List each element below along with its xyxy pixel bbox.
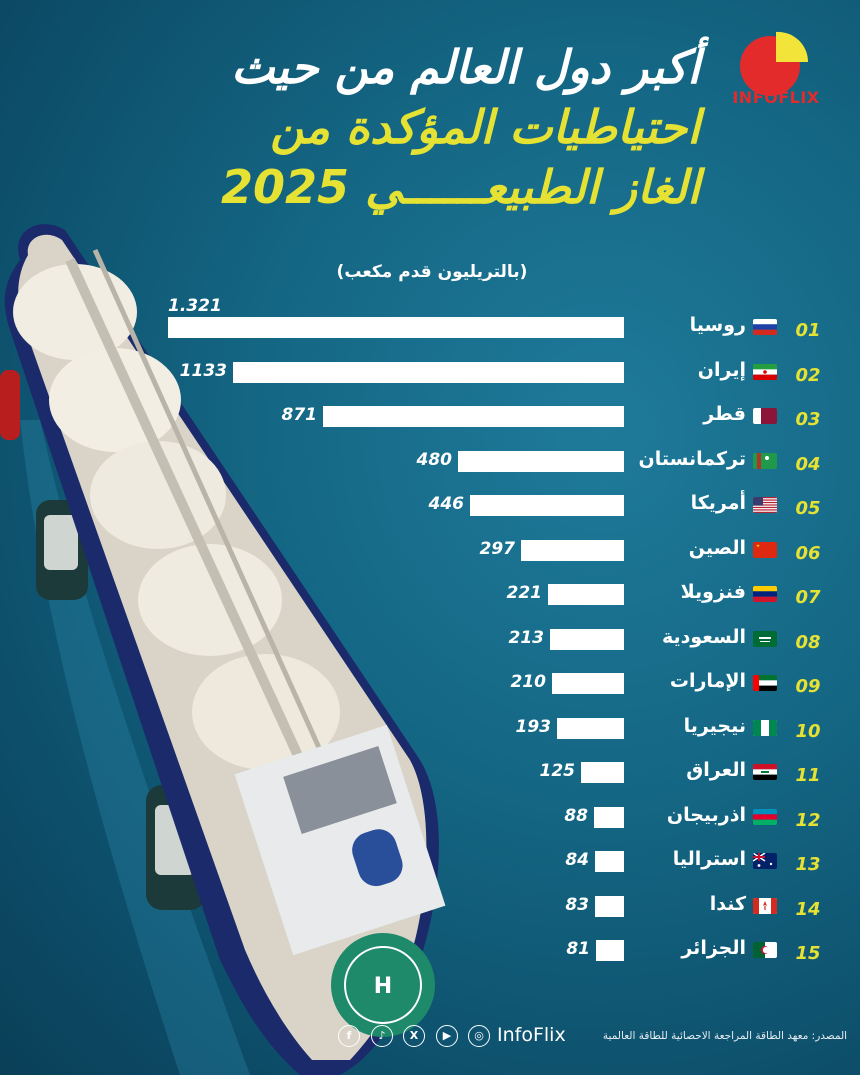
country-label: العراق <box>686 759 746 781</box>
rank-label: 06 <box>795 542 821 564</box>
bar <box>550 628 624 650</box>
bar <box>552 673 624 694</box>
value-label: 193 <box>515 716 552 737</box>
canada-flag <box>753 897 777 914</box>
country-label: استراليا <box>672 848 746 870</box>
country-label: روسيا <box>689 314 746 336</box>
rank-label: 15 <box>795 943 821 964</box>
china-flag <box>753 541 777 558</box>
title-line-1: أكبر دول العالم من حيث <box>231 40 700 94</box>
rank-label: 10 <box>795 720 821 742</box>
nigeria-flag <box>753 719 777 736</box>
value-label: 84 <box>565 850 589 870</box>
usa-flag <box>753 497 777 513</box>
country-label: نيجيريا <box>683 714 746 737</box>
uae-flag <box>753 675 777 691</box>
bar <box>458 450 624 472</box>
footer-brand: InfoFlix <box>497 1024 566 1046</box>
rank-label: 09 <box>795 676 821 697</box>
value-label: 480 <box>416 449 453 470</box>
rank-label: 05 <box>795 498 821 519</box>
facebook-icon[interactable]: f <box>338 1025 360 1047</box>
qatar-flag <box>753 408 777 424</box>
iran-flag <box>753 363 777 380</box>
country-label: أمريكا <box>690 492 746 514</box>
rank-label: 02 <box>795 364 821 386</box>
value-label: 446 <box>428 494 465 514</box>
bar <box>470 495 624 516</box>
country-label: الجزائر <box>681 937 746 959</box>
country-label: الإمارات <box>669 670 746 692</box>
country-label: قطر <box>703 403 746 425</box>
instagram-icon[interactable]: ◎ <box>468 1025 490 1047</box>
country-label: فنزويلا <box>680 581 746 603</box>
tiktok-icon[interactable]: ♪ <box>371 1025 393 1047</box>
source-note: المصدر: معهد الطاقة المراجعة الاحصائية ل… <box>602 1030 848 1042</box>
rank-label: 01 <box>795 320 821 341</box>
bar <box>595 851 624 872</box>
value-label: 221 <box>506 583 543 603</box>
country-label: كندا <box>709 892 746 915</box>
value-label: 1.321 <box>168 296 222 316</box>
bar <box>233 361 624 383</box>
rank-label: 08 <box>795 631 821 653</box>
svg-text:H: H <box>374 974 392 999</box>
bar <box>323 406 624 427</box>
country-label: الصين <box>688 536 746 559</box>
russia-flag <box>753 319 777 335</box>
rank-label: 13 <box>795 854 821 875</box>
country-label: السعودية <box>661 625 746 648</box>
bar <box>581 762 624 783</box>
rank-label: 14 <box>795 898 821 920</box>
value-label: 1133 <box>179 360 227 381</box>
infoflix-logo-icon <box>740 31 809 96</box>
value-label: 871 <box>281 405 318 425</box>
bar <box>596 940 624 961</box>
value-label: 213 <box>508 627 545 648</box>
rank-label: 07 <box>795 587 821 608</box>
australia-flag <box>753 853 777 869</box>
rank-label: 11 <box>795 765 821 786</box>
value-label: 125 <box>539 761 576 781</box>
value-label: 297 <box>479 538 516 559</box>
bar <box>594 806 624 828</box>
country-label: إيران <box>697 358 746 381</box>
bar <box>548 584 624 605</box>
x-icon[interactable]: X <box>403 1025 425 1047</box>
value-label: 210 <box>510 672 547 692</box>
title-line-3: الغاز الطبيعــــــي 2025 <box>221 160 700 214</box>
value-label: 83 <box>565 894 589 915</box>
rank-label: 12 <box>795 809 821 831</box>
youtube-icon[interactable]: ▶ <box>436 1025 458 1047</box>
bar <box>557 717 624 739</box>
iraq-flag <box>753 764 777 780</box>
azerbaijan-flag <box>753 808 777 825</box>
bar <box>168 317 624 338</box>
bar <box>595 895 624 917</box>
brand-name: INFOFLIX <box>732 88 820 107</box>
value-label: 88 <box>564 805 588 826</box>
rank-label: 03 <box>795 409 821 430</box>
rank-label: 04 <box>795 453 821 475</box>
algeria-flag <box>753 942 777 958</box>
venezuela-flag <box>753 586 777 602</box>
bar <box>521 539 624 561</box>
country-label: اذربيجان <box>666 803 746 826</box>
unit-note: (بالتريليون قدم مكعب) <box>336 262 528 282</box>
value-label: 81 <box>566 939 590 959</box>
country-label: تركمانستان <box>638 447 746 470</box>
saudi-flag <box>753 630 777 647</box>
turkmenistan-flag <box>753 452 777 469</box>
title-line-2: احتياطيات المؤكدة من <box>270 100 700 154</box>
